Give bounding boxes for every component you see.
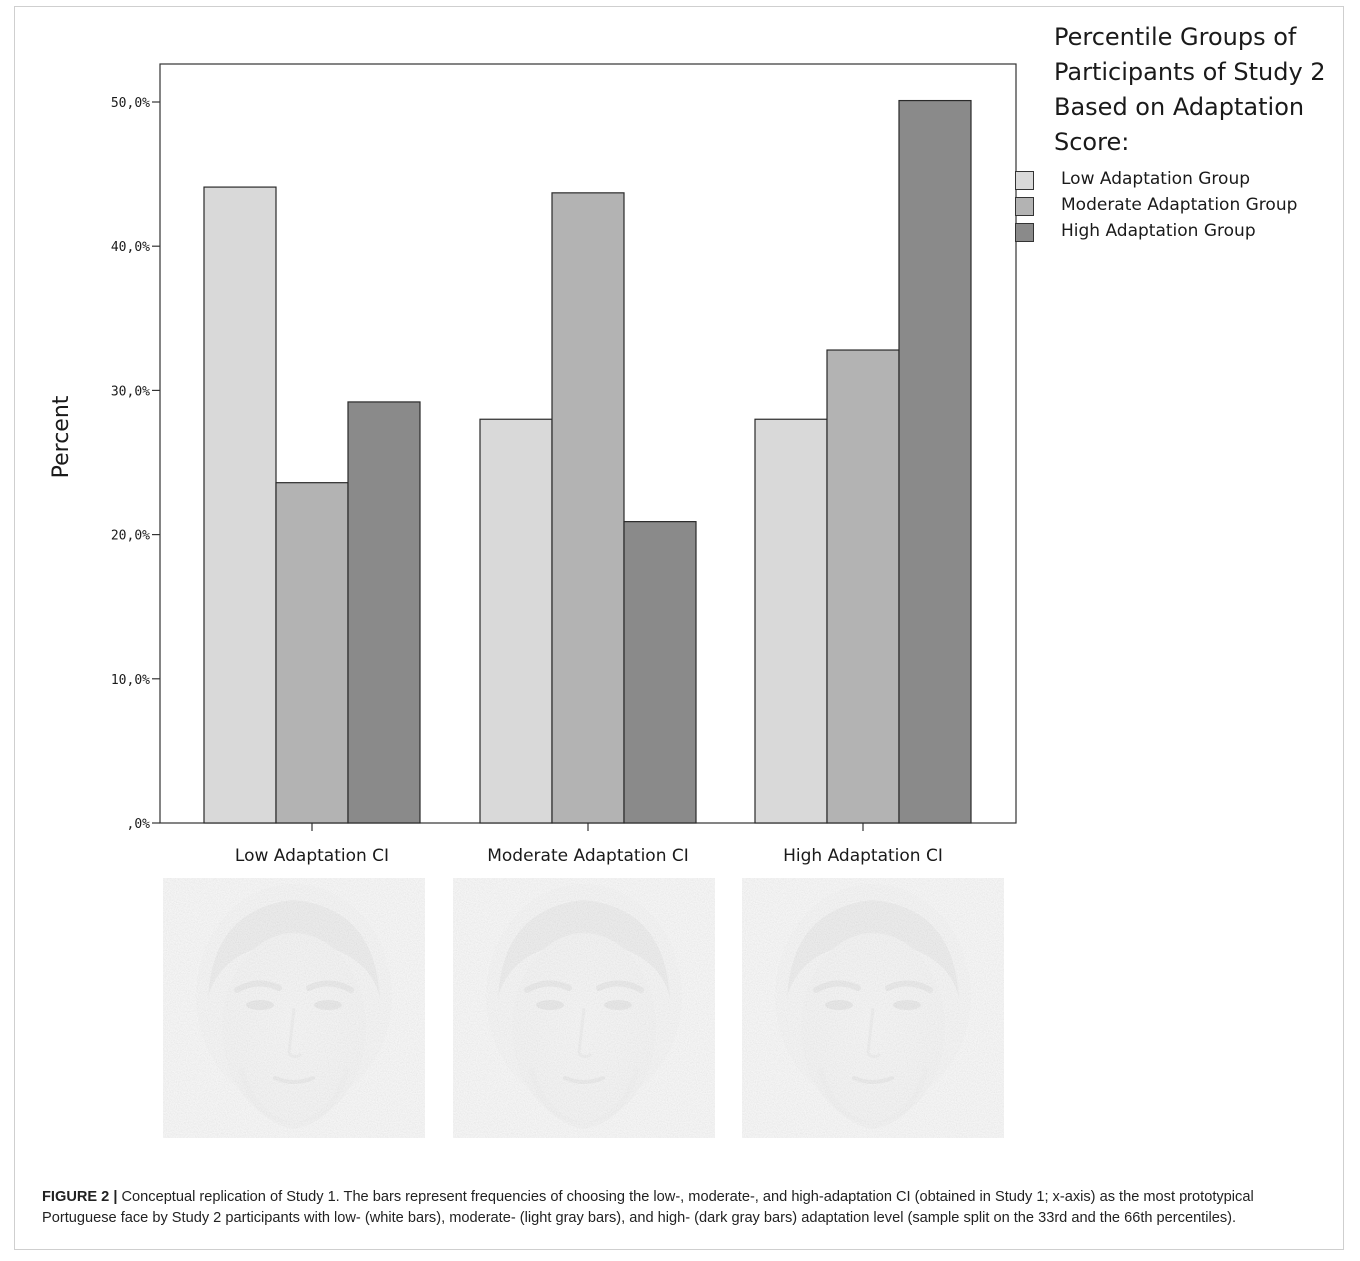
y-tick-label: 40,0% — [111, 240, 150, 255]
figure-caption: FIGURE 2 | Conceptual replication of Stu… — [42, 1187, 1332, 1229]
bar — [479, 418, 553, 824]
y-tick-label: 30,0% — [111, 384, 150, 399]
bar — [275, 482, 349, 824]
x-tick-label: Low Adaptation CI — [235, 846, 389, 866]
caption-text: Conceptual replication of Study 1. The b… — [42, 1189, 1254, 1226]
y-axis: ,0% 10,0% 20,0% 30,0% 40,0% 50,0% — [111, 96, 160, 832]
bar — [203, 186, 277, 824]
y-tick-label: 50,0% — [111, 96, 150, 111]
legend-label-low: Low Adaptation Group — [1061, 169, 1251, 189]
x-tick-label: High Adaptation CI — [783, 846, 943, 866]
face-image-moderate-adaptation-icon — [453, 878, 715, 1138]
caption-label: FIGURE 2 | — [42, 1189, 118, 1205]
legend-title-line: Percentile Groups of — [1054, 23, 1297, 51]
face-image-high-adaptation-icon — [742, 878, 1004, 1138]
bar — [754, 418, 828, 824]
y-tick-label: ,0% — [127, 817, 151, 832]
bar — [623, 521, 697, 824]
legend-title: Percentile Groups of Participants of Stu… — [1054, 20, 1354, 160]
y-tick-label: 20,0% — [111, 529, 150, 544]
y-tick-label: 10,0% — [111, 673, 150, 688]
y-axis-label: Percent — [49, 395, 74, 478]
bar — [347, 401, 421, 824]
legend-title-line: Participants of Study 2 — [1054, 58, 1326, 86]
figure-frame — [14, 6, 1344, 1250]
x-tick-label: Moderate Adaptation CI — [487, 846, 689, 866]
face-image-low-adaptation-icon — [163, 878, 425, 1138]
legend-title-line: Based on Adaptation — [1054, 93, 1305, 121]
legend-label-moderate: Moderate Adaptation Group — [1061, 195, 1298, 215]
legend-swatch-low — [1015, 171, 1034, 190]
legend-swatch-moderate — [1015, 197, 1034, 216]
bar — [826, 349, 900, 824]
legend-title-line: Score: — [1054, 128, 1130, 156]
legend-label-high: High Adaptation Group — [1061, 221, 1256, 241]
bar — [551, 192, 625, 824]
legend-swatch-high — [1015, 223, 1034, 242]
x-axis: Low Adaptation CI Moderate Adaptation CI H… — [235, 823, 943, 866]
bar — [898, 99, 972, 824]
bars — [203, 99, 972, 824]
bar-chart: ,0% 10,0% 20,0% 30,0% 40,0% 50,0% Low Adaptat… — [49, 63, 1017, 866]
